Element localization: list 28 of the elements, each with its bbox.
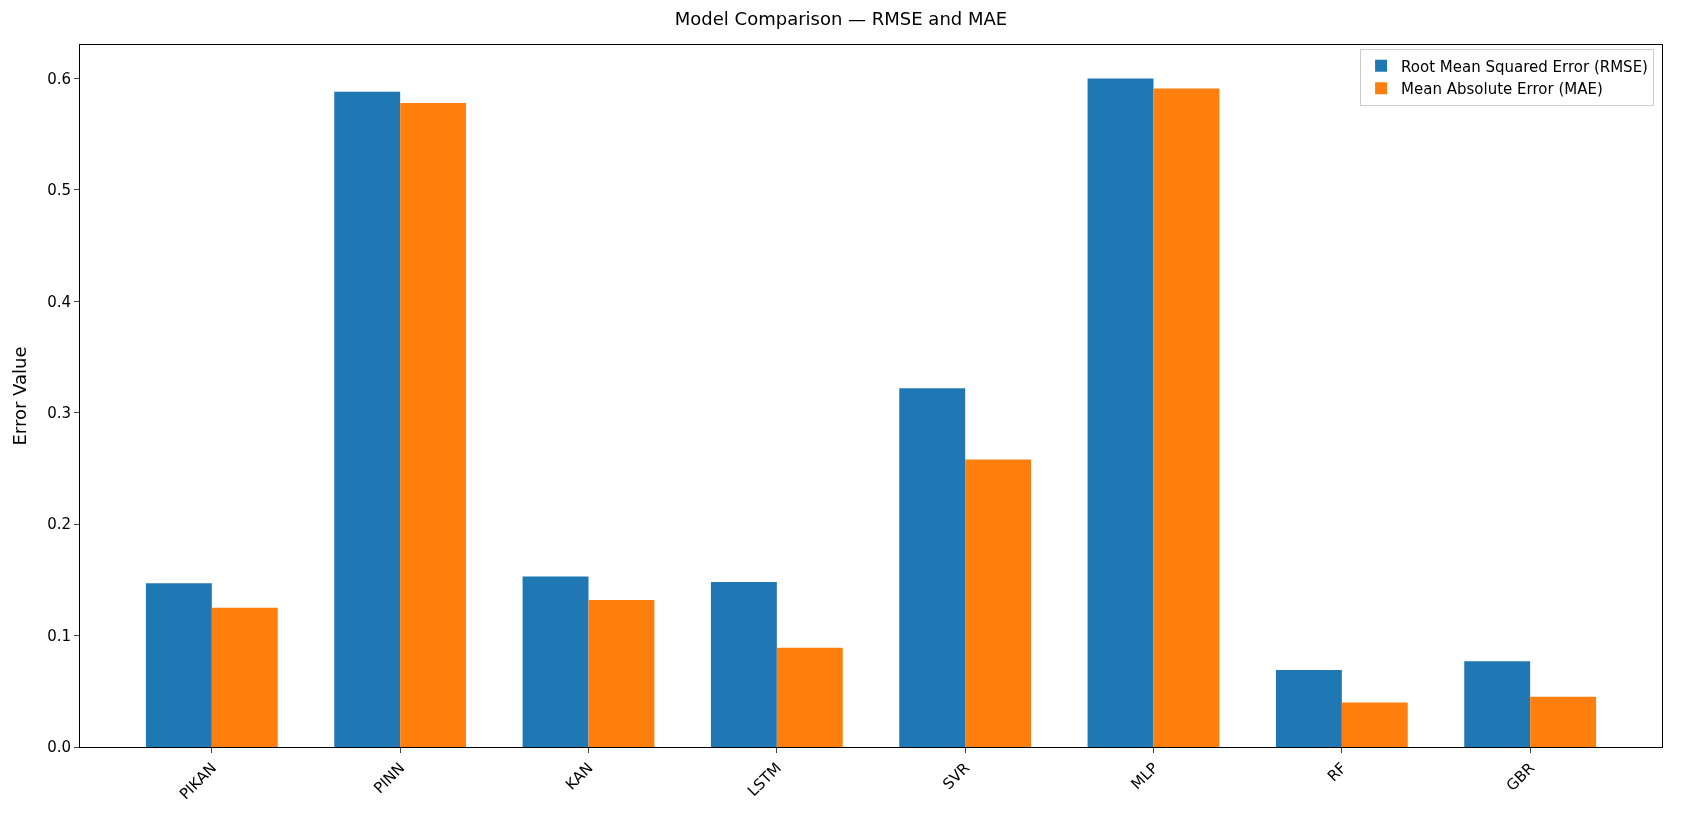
y-tick-label: 0.1 xyxy=(47,626,71,645)
bar xyxy=(522,576,589,747)
bar xyxy=(400,102,467,747)
bar xyxy=(1275,670,1342,747)
bar xyxy=(588,599,655,747)
bar xyxy=(145,583,212,747)
y-tick-label: 0.0 xyxy=(47,738,71,757)
bar xyxy=(334,91,401,747)
y-tick-label: 0.2 xyxy=(47,515,71,534)
bar xyxy=(899,388,966,747)
bar xyxy=(776,647,843,747)
bar xyxy=(710,582,777,747)
bar xyxy=(1087,78,1154,747)
bar xyxy=(1530,696,1597,747)
y-tick-label: 0.6 xyxy=(47,69,71,88)
y-tick-label: 0.3 xyxy=(47,403,71,422)
chart-title: Model Comparison — RMSE and MAE xyxy=(674,8,1008,30)
bar xyxy=(1341,702,1408,747)
bar xyxy=(1153,88,1220,747)
x-tick-label: RF xyxy=(1323,758,1350,786)
bar xyxy=(965,459,1032,747)
legend-label: Mean Absolute Error (MAE) xyxy=(1401,80,1603,99)
bar xyxy=(1464,661,1531,747)
legend-label: Root Mean Squared Error (RMSE) xyxy=(1401,57,1648,76)
y-tick-label: 0.4 xyxy=(47,292,71,311)
bar xyxy=(211,607,278,747)
y-tick-label: 0.5 xyxy=(47,181,71,200)
y-axis-title: Error Value xyxy=(9,346,31,446)
